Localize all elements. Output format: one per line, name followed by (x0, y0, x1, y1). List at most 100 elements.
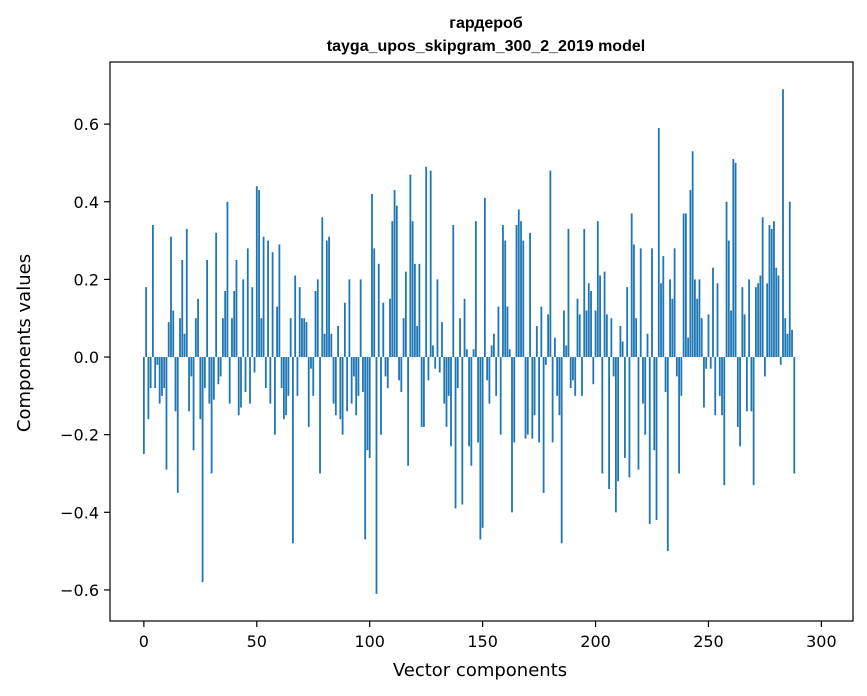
bar (416, 325, 419, 358)
x-tick-label: 300 (806, 632, 837, 651)
bar (603, 271, 606, 358)
bar (438, 357, 441, 373)
bar (280, 357, 283, 389)
bar (574, 357, 577, 396)
bar (538, 357, 540, 443)
x-tick-label: 150 (467, 632, 498, 651)
bar (316, 279, 319, 358)
bar (386, 357, 389, 389)
bar (655, 357, 658, 521)
bar (542, 357, 545, 493)
bar (553, 337, 556, 358)
bar (522, 240, 525, 358)
bar (687, 337, 690, 358)
bar (497, 306, 500, 358)
bar (483, 197, 486, 358)
chart-title: гардероб (449, 15, 523, 32)
bar (282, 357, 285, 420)
y-axis-label: Components values (14, 254, 35, 432)
bar (775, 267, 778, 358)
bar (782, 89, 784, 358)
bar (459, 318, 461, 358)
bar (418, 263, 421, 358)
bar (303, 318, 306, 358)
bar (619, 325, 622, 358)
bar (745, 357, 748, 412)
bar (409, 174, 412, 358)
bar (581, 357, 583, 396)
bar (343, 302, 346, 358)
bar (384, 357, 387, 377)
y-tick-label: −0.4 (60, 503, 99, 522)
bar (599, 275, 601, 358)
bar (662, 256, 665, 358)
bar (754, 287, 757, 358)
bar (454, 357, 457, 509)
bar (520, 221, 522, 358)
bar (723, 357, 726, 486)
y-tick-label: 0.6 (74, 115, 99, 134)
bar (556, 357, 559, 396)
bar (436, 279, 439, 358)
bar (531, 357, 534, 439)
bar (646, 333, 649, 358)
bar (445, 357, 448, 427)
y-tick-label: 0.2 (74, 270, 99, 289)
bar (330, 333, 333, 358)
bar (477, 357, 480, 443)
bar (481, 357, 484, 528)
bar (443, 357, 446, 404)
bar (732, 159, 735, 358)
bar (452, 225, 455, 358)
bar (434, 357, 437, 369)
bar (721, 357, 723, 416)
bar (664, 357, 667, 392)
bar (285, 357, 288, 416)
bar (355, 357, 358, 416)
bar (201, 357, 204, 583)
bar (779, 357, 782, 365)
bar (666, 357, 669, 552)
bar (246, 248, 249, 358)
bar (170, 236, 172, 358)
bar (219, 357, 222, 377)
bar (217, 357, 220, 385)
bar (375, 357, 378, 594)
bar (423, 357, 425, 427)
bar (572, 357, 574, 381)
bar (273, 357, 276, 435)
bar (743, 314, 746, 358)
y-tick-label: 0.4 (74, 193, 99, 212)
bar (470, 357, 473, 466)
bar (461, 357, 464, 505)
bar (305, 322, 308, 358)
bar (621, 341, 624, 358)
bar (240, 357, 242, 408)
bar (551, 357, 554, 443)
bar (560, 357, 563, 544)
bar (341, 357, 344, 435)
bar (472, 349, 475, 358)
bar (235, 259, 238, 358)
bar (380, 357, 382, 435)
bar (203, 357, 206, 389)
plot-frame (109, 61, 854, 622)
bar (793, 357, 796, 474)
bar (630, 213, 633, 358)
bar (312, 357, 315, 396)
bar (750, 357, 753, 412)
bar (294, 275, 297, 358)
bar (660, 283, 662, 358)
bar (271, 252, 274, 358)
bar (486, 357, 489, 381)
bar (278, 244, 281, 358)
bar (427, 357, 430, 381)
bar (310, 357, 312, 369)
bar (637, 357, 640, 470)
bar (402, 318, 405, 358)
bar (167, 322, 170, 358)
bar (441, 322, 443, 358)
bar (590, 291, 592, 358)
bar (784, 318, 787, 358)
x-tick-label: 0 (139, 632, 149, 651)
